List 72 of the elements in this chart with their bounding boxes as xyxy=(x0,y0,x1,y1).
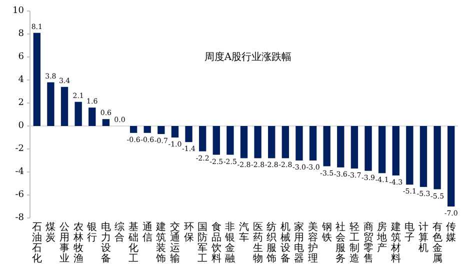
x-tick-label: 传媒 xyxy=(446,222,456,244)
bar xyxy=(212,126,220,155)
bar xyxy=(240,126,248,158)
bar xyxy=(144,126,151,133)
bar xyxy=(130,126,138,133)
x-tick-label: 纺织服饰 xyxy=(266,221,277,264)
bar xyxy=(88,108,96,126)
x-tick-label: 银行 xyxy=(86,222,98,244)
x-tick-label: 轻工制造 xyxy=(349,221,360,264)
x-tick-label: 家用电器 xyxy=(294,221,304,264)
bar xyxy=(350,126,358,169)
x-tick-label: 计算机 xyxy=(418,221,428,254)
bar xyxy=(420,126,428,187)
x-tick-label: 煤炭 xyxy=(46,221,56,244)
x-tick-label: 通信 xyxy=(142,221,152,244)
y-tick-label: -8 xyxy=(15,213,24,223)
x-tick-label: 基础化工 xyxy=(128,221,139,264)
bar xyxy=(60,86,68,126)
y-tick-label: -6 xyxy=(15,190,24,200)
bar xyxy=(282,126,290,158)
bar xyxy=(309,126,317,160)
x-tick-label: 社会服务 xyxy=(336,221,346,264)
text: 周度A股行业涨跌幅 xyxy=(204,51,292,63)
x-tick-label: 非银金融 xyxy=(224,221,236,264)
x-tick-label: 电子 xyxy=(404,221,415,244)
y-tick-label: 6 xyxy=(18,52,24,62)
bar xyxy=(47,82,54,126)
x-tick-label: 公用事业 xyxy=(60,221,70,264)
bar xyxy=(378,126,386,174)
bar xyxy=(74,102,82,126)
bar xyxy=(185,126,192,142)
x-tick-label: 机械设备 xyxy=(280,221,290,264)
bar xyxy=(337,126,344,168)
x-tick-label: 医药生物 xyxy=(252,222,263,264)
bar xyxy=(434,126,441,190)
x-tick-label: 美容护理 xyxy=(307,221,318,264)
bar xyxy=(364,126,372,171)
x-tick-label: 商贸零售 xyxy=(363,221,374,264)
x-tick-label: 国防军工 xyxy=(198,222,208,264)
x-tick-label: 食品饮料 xyxy=(210,221,222,264)
bar xyxy=(392,126,400,176)
x-tick-label: 汽车 xyxy=(239,221,249,244)
y-tick-label: 8 xyxy=(18,29,24,39)
bar xyxy=(158,126,165,134)
y-tick-label: -2 xyxy=(15,144,24,154)
y-tick-label: 4 xyxy=(18,75,24,85)
bar xyxy=(254,126,262,158)
x-tick-label: 电力设备 xyxy=(100,221,111,264)
y-tick-label: 2 xyxy=(18,98,24,108)
x-tick-label: 石油石化 xyxy=(32,222,42,264)
x-tick-label: 钢铁 xyxy=(320,222,332,244)
x-tick-label: 环保 xyxy=(184,222,194,244)
y-tick-label: -4 xyxy=(15,167,24,177)
bar xyxy=(33,32,40,126)
bar xyxy=(448,126,455,206)
bar xyxy=(102,119,110,126)
bar xyxy=(268,126,276,158)
bar xyxy=(323,126,330,166)
x-tick-label: 建筑材料 xyxy=(390,221,401,264)
x-tick-label: 房地产 xyxy=(376,221,388,254)
x-tick-label: 有色金属 xyxy=(432,221,442,264)
bar xyxy=(171,126,179,138)
y-tick-label: 0 xyxy=(18,121,24,131)
x-tick-label: 综合 xyxy=(114,221,125,244)
bar xyxy=(406,126,414,185)
y-tick-label: 10 xyxy=(12,6,24,16)
x-tick-label: 农林牧渔 xyxy=(72,222,84,264)
x-tick-label: 交通运输 xyxy=(170,221,180,264)
bar xyxy=(198,126,206,152)
x-tick-label: 建筑装饰 xyxy=(155,221,166,264)
bar xyxy=(296,126,303,160)
bar xyxy=(226,126,234,155)
